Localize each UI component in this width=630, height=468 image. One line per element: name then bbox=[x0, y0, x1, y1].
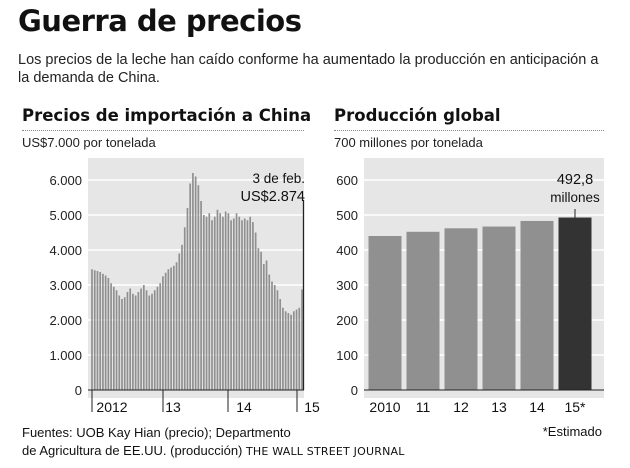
production-callout-unit: millones bbox=[550, 190, 600, 205]
import-prices-y-tick-label: 2.000 bbox=[49, 313, 82, 328]
import-prices-x-tick-label: 15 bbox=[304, 399, 320, 415]
global-production-x-tick-label: 12 bbox=[453, 399, 469, 415]
global-production-x-tick-label: 2010 bbox=[369, 399, 400, 415]
import-prices-unit-label: US$7.000 por tonelada bbox=[22, 135, 156, 150]
import-prices-x-tick-label: 14 bbox=[236, 399, 252, 415]
latest-price-date-label: 3 de feb. bbox=[252, 171, 305, 186]
production-bar bbox=[368, 236, 402, 390]
global-production-y-tick-label: 100 bbox=[336, 348, 358, 363]
estimate-note: *Estimado bbox=[542, 424, 602, 439]
sources-line-2: de Agricultura de EE.UU. (producción) TH… bbox=[22, 442, 405, 461]
import-prices-y-tick-label: 5.000 bbox=[49, 208, 82, 223]
production-callout-value: 492,8 bbox=[557, 172, 593, 188]
global-production-y-tick-label: 0 bbox=[351, 383, 358, 398]
global-production-y-tick-label: 500 bbox=[336, 208, 358, 223]
global-production-x-tick-label: 11 bbox=[416, 399, 431, 415]
global-production-y-tick-label: 200 bbox=[336, 313, 358, 328]
production-bar bbox=[406, 231, 440, 390]
import-prices-y-tick-label: 1.000 bbox=[49, 348, 82, 363]
production-bar bbox=[520, 220, 554, 390]
import-prices-x-tick-label: 2012 bbox=[96, 399, 127, 415]
global-production-x-tick-label: 13 bbox=[491, 399, 507, 415]
global-production-y-tick-label: 300 bbox=[336, 278, 358, 293]
import-prices-y-tick-label: 0 bbox=[75, 383, 82, 398]
sources-line-1: Fuentes: UOB Kay Hian (precio); Departme… bbox=[22, 425, 291, 440]
import-prices-chart-title: Precios de importación a China bbox=[22, 106, 312, 125]
import-prices-y-tick-label: 6.000 bbox=[49, 173, 82, 188]
global-production-y-tick-label: 400 bbox=[336, 243, 358, 258]
production-bar bbox=[558, 217, 592, 390]
global-production-title-rule bbox=[334, 130, 604, 131]
page-subtitle: Los precios de la leche han caído confor… bbox=[18, 52, 599, 86]
footer-sources: Fuentes: UOB Kay Hian (precio); Departme… bbox=[22, 424, 405, 461]
page-title: Guerra de precios bbox=[18, 4, 302, 38]
import-prices-y-tick-label: 4.000 bbox=[49, 243, 82, 258]
sources-line-2-text: de Agricultura de EE.UU. (producción) bbox=[22, 443, 243, 458]
import-prices-x-tick-label: 13 bbox=[165, 399, 181, 415]
production-bar bbox=[444, 228, 478, 390]
import-prices-title-rule bbox=[22, 130, 304, 131]
global-production-x-tick-label: 14 bbox=[529, 399, 545, 415]
publisher-credit: THE WALL STREET JOURNAL bbox=[246, 445, 405, 458]
global-production-x-tick-label: 15* bbox=[564, 399, 586, 415]
global-production-chart-title: Producción global bbox=[334, 106, 501, 125]
production-bar bbox=[482, 226, 516, 390]
import-prices-y-tick-label: 3.000 bbox=[49, 278, 82, 293]
global-production-unit-label: 700 millones por tonelada bbox=[334, 135, 483, 150]
latest-price-value-label: US$2.874 bbox=[241, 189, 306, 205]
global-production-y-tick-label: 600 bbox=[336, 173, 358, 188]
